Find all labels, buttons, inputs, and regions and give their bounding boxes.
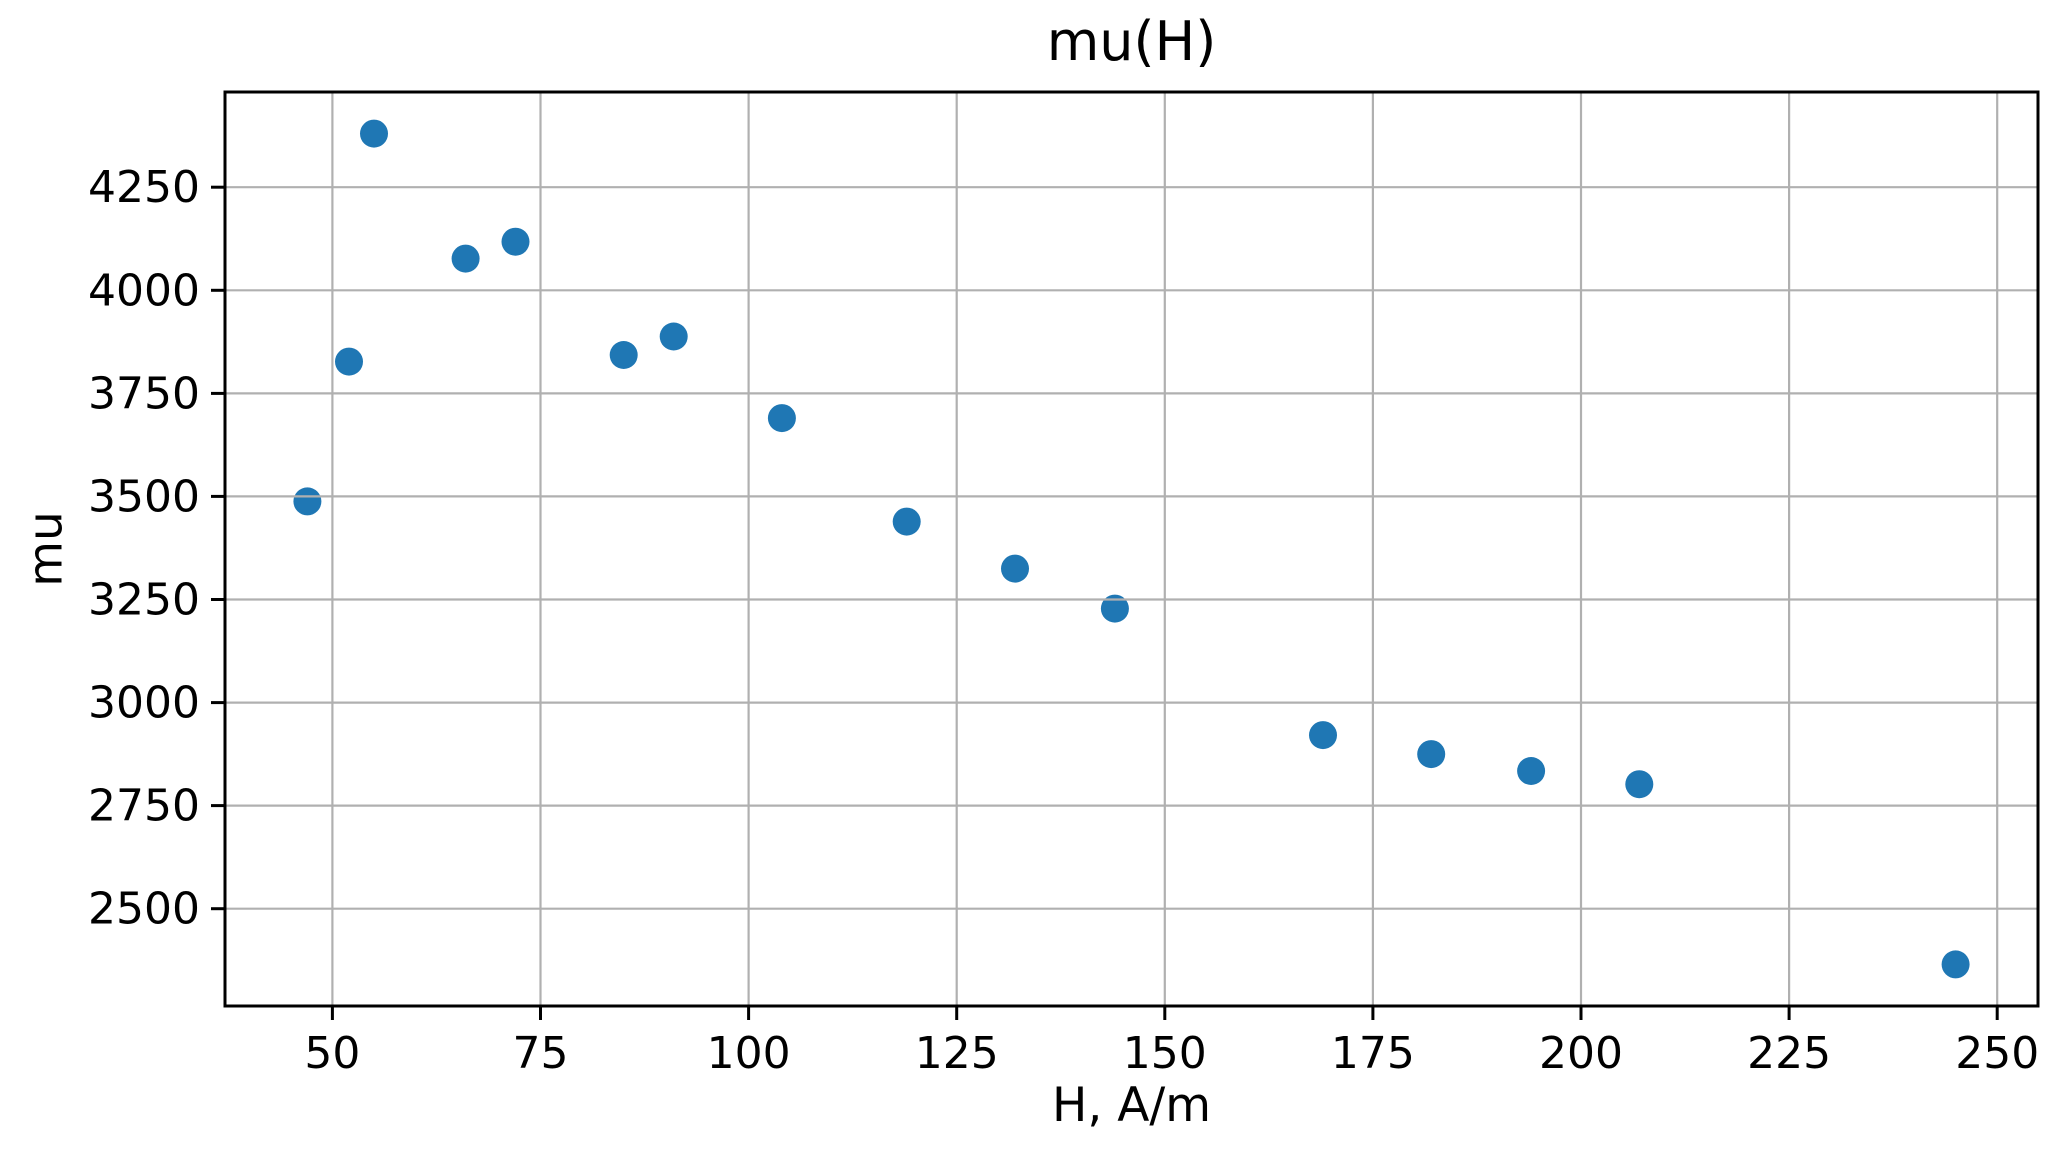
y-tick-label: 2500 [88, 884, 200, 935]
data-point [892, 507, 921, 536]
y-tick-label: 3500 [88, 471, 200, 522]
y-tick-label: 3750 [88, 368, 200, 419]
data-point [659, 322, 688, 351]
x-tick-label: 125 [915, 1028, 999, 1079]
x-tick-label: 150 [1123, 1028, 1207, 1079]
x-tick-label: 50 [304, 1028, 360, 1079]
data-point [1417, 740, 1446, 769]
x-tick-label: 225 [1747, 1028, 1831, 1079]
data-point [1941, 950, 1970, 979]
data-point [1625, 770, 1654, 799]
data-point [1100, 594, 1129, 623]
y-tick-label: 3250 [88, 575, 200, 626]
data-point [293, 487, 322, 516]
plot-border [223, 90, 2040, 1008]
data-point [360, 119, 388, 148]
data-point [1309, 721, 1337, 750]
data-point [1001, 554, 1029, 583]
y-tick-label: 4000 [88, 265, 200, 316]
data-point [451, 244, 480, 273]
x-axis-label: H, A/m [1052, 1078, 1211, 1133]
x-tick-label: 250 [1955, 1028, 2039, 1079]
data-point [609, 341, 638, 369]
x-tick-label: 100 [707, 1028, 791, 1079]
x-tick-label: 75 [513, 1028, 569, 1079]
chart-title: mu(H) [1046, 10, 1217, 73]
y-axis-label: mu [18, 511, 74, 587]
x-tick-label: 175 [1331, 1028, 1415, 1079]
y-tick-label: 4250 [88, 162, 200, 213]
data-point [1517, 757, 1546, 785]
x-tick-label: 200 [1539, 1028, 1623, 1079]
data-point [335, 347, 363, 376]
data-point [767, 404, 796, 433]
data-point [501, 227, 530, 256]
y-tick-label: 2750 [88, 781, 200, 832]
y-tick-label: 3000 [88, 678, 200, 729]
